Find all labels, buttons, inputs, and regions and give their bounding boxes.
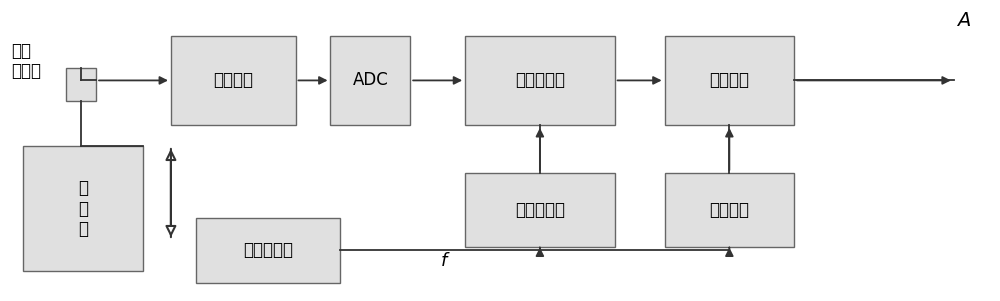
FancyBboxPatch shape (665, 173, 794, 247)
Text: 参考信号: 参考信号 (709, 201, 749, 219)
FancyBboxPatch shape (66, 69, 96, 101)
Text: $f$: $f$ (440, 252, 451, 270)
Text: 振
动
台: 振 动 台 (78, 179, 88, 238)
Text: ADC: ADC (352, 71, 388, 89)
FancyBboxPatch shape (465, 173, 615, 247)
Text: 重采样相位: 重采样相位 (515, 201, 565, 219)
FancyBboxPatch shape (665, 36, 794, 125)
FancyBboxPatch shape (330, 36, 410, 125)
Text: 低通滤波: 低通滤波 (213, 71, 253, 89)
Text: 最小二乘: 最小二乘 (709, 71, 749, 89)
FancyBboxPatch shape (465, 36, 615, 125)
Text: $A$: $A$ (956, 11, 971, 30)
FancyBboxPatch shape (171, 36, 296, 125)
Text: 振动控制器: 振动控制器 (243, 241, 293, 259)
FancyBboxPatch shape (196, 218, 340, 283)
FancyBboxPatch shape (23, 146, 143, 271)
Text: 插值滤波器: 插值滤波器 (515, 71, 565, 89)
Text: 振动
传感器: 振动 传感器 (11, 42, 41, 80)
